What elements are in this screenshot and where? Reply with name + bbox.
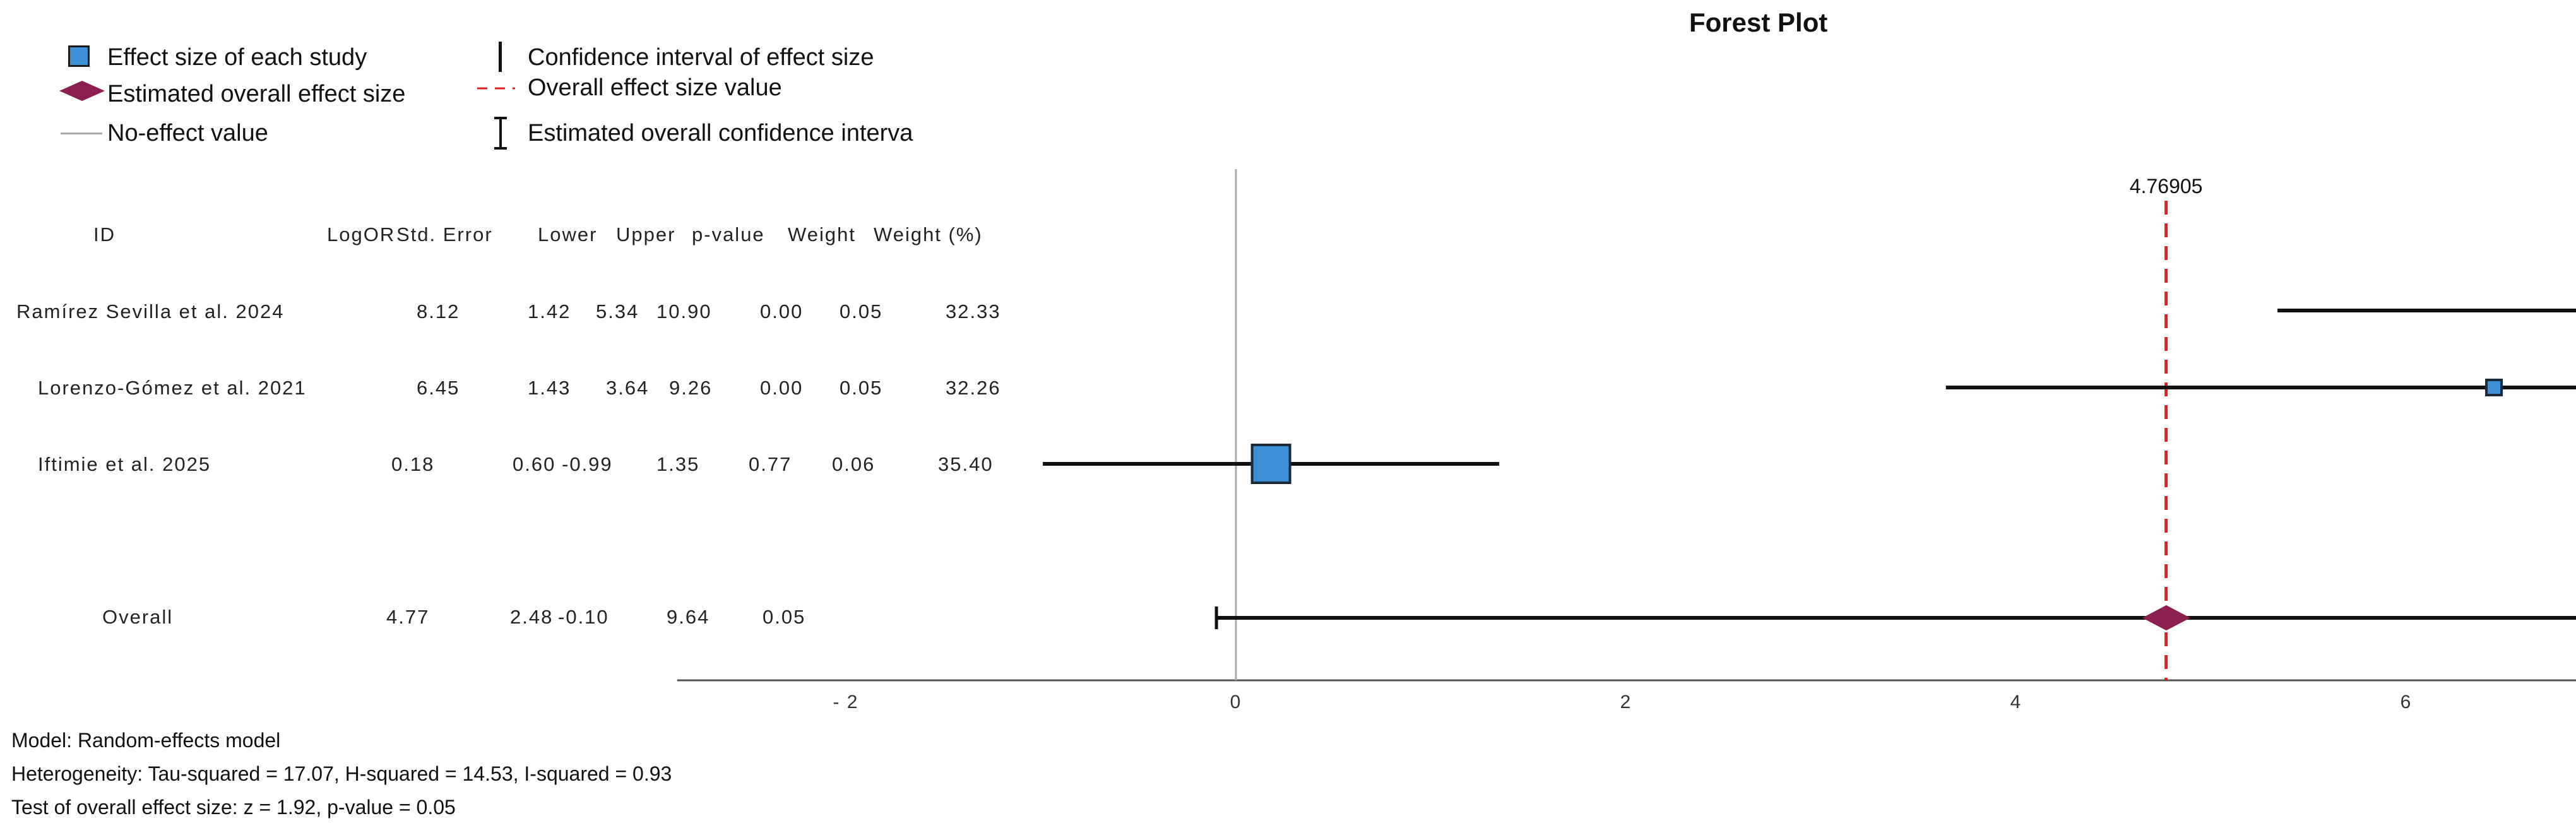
header-se: Std. Error xyxy=(396,223,493,245)
cell-upper: 10.90 xyxy=(656,300,712,322)
x-tick-label: 2 xyxy=(1620,692,1632,713)
cell-se: 0.60 xyxy=(513,453,556,475)
cell-id: Overall xyxy=(102,606,174,628)
cell-se: 1.43 xyxy=(528,377,571,399)
x-tick-label: - 2 xyxy=(833,692,858,713)
legend-label: Estimated overall confidence interva xyxy=(528,120,913,146)
legend-label: Effect size of each study xyxy=(107,44,367,71)
gray-line-icon xyxy=(61,133,102,134)
cell-logor: 6.45 xyxy=(417,377,460,399)
x-tick-label: 4 xyxy=(2010,692,2022,713)
i-beam-icon xyxy=(494,117,507,150)
cell-logor: 0.18 xyxy=(391,453,435,475)
cell-p: 0.05 xyxy=(763,606,806,628)
header-logor: LogOR xyxy=(327,223,396,245)
legend-label: Estimated overall effect size xyxy=(107,81,406,107)
cell-weight: 0.06 xyxy=(832,453,875,475)
cell-lower: 5.34 xyxy=(596,300,639,322)
cell-lower: -0.99 xyxy=(562,453,613,475)
cell-se: 2.48 xyxy=(510,606,554,628)
cell-weight-pct: 35.40 xyxy=(938,453,994,475)
cell-p: 0.00 xyxy=(760,300,804,322)
legend-label: Overall effect size value xyxy=(528,74,782,101)
cell-lower: 3.64 xyxy=(606,377,650,399)
legend-label: No-effect value xyxy=(107,120,268,146)
header-p: p-value xyxy=(692,223,765,245)
header-weight: Weight xyxy=(788,223,856,245)
legend-label: Confidence interval of effect size xyxy=(528,44,874,71)
overall-value-label: 4.76905 xyxy=(2130,175,2203,198)
x-tick-label: 0 xyxy=(1230,692,1242,713)
cell-id: Lorenzo-Gómez et al. 2021 xyxy=(38,377,307,399)
header-id: ID xyxy=(93,223,116,245)
cell-lower: -0.10 xyxy=(558,606,609,628)
header-weight-pct: Weight (%) xyxy=(874,223,983,245)
cell-upper: 9.64 xyxy=(667,606,710,628)
cell-se: 1.42 xyxy=(528,300,571,322)
overall-effect-diamond xyxy=(2142,605,2190,630)
cell-id: Iftimie et al. 2025 xyxy=(38,453,211,475)
cell-p: 0.77 xyxy=(749,453,792,475)
blue-square-icon xyxy=(68,45,90,67)
cell-p: 0.00 xyxy=(760,377,804,399)
cell-weight-pct: 32.26 xyxy=(946,377,1001,399)
test-text: Test of overall effect size: z = 1.92, p… xyxy=(11,796,456,819)
cell-logor: 8.12 xyxy=(417,300,460,322)
cell-weight: 0.05 xyxy=(840,300,883,322)
header-upper: Upper xyxy=(616,223,676,245)
cell-logor: 4.77 xyxy=(386,606,430,628)
chart-title: Forest Plot xyxy=(1689,8,1828,37)
cell-weight: 0.05 xyxy=(840,377,883,399)
maroon-diamond-icon xyxy=(59,81,105,101)
header-lower: Lower xyxy=(538,223,598,245)
cell-weight-pct: 32.33 xyxy=(946,300,1001,322)
cell-id: Ramírez Sevilla et al. 2024 xyxy=(16,300,285,322)
study-effect-marker xyxy=(1250,444,1291,484)
cell-upper: 9.26 xyxy=(669,377,713,399)
x-tick-label: 6 xyxy=(2401,692,2413,713)
study-effect-marker xyxy=(2485,379,2503,396)
heterogeneity-text: Heterogeneity: Tau-squared = 17.07, H-sq… xyxy=(11,762,672,785)
vertical-bar-icon xyxy=(499,42,502,72)
cell-upper: 1.35 xyxy=(656,453,700,475)
red-dashed-line-icon xyxy=(477,87,515,90)
model-text: Model: Random-effects model xyxy=(11,729,281,752)
